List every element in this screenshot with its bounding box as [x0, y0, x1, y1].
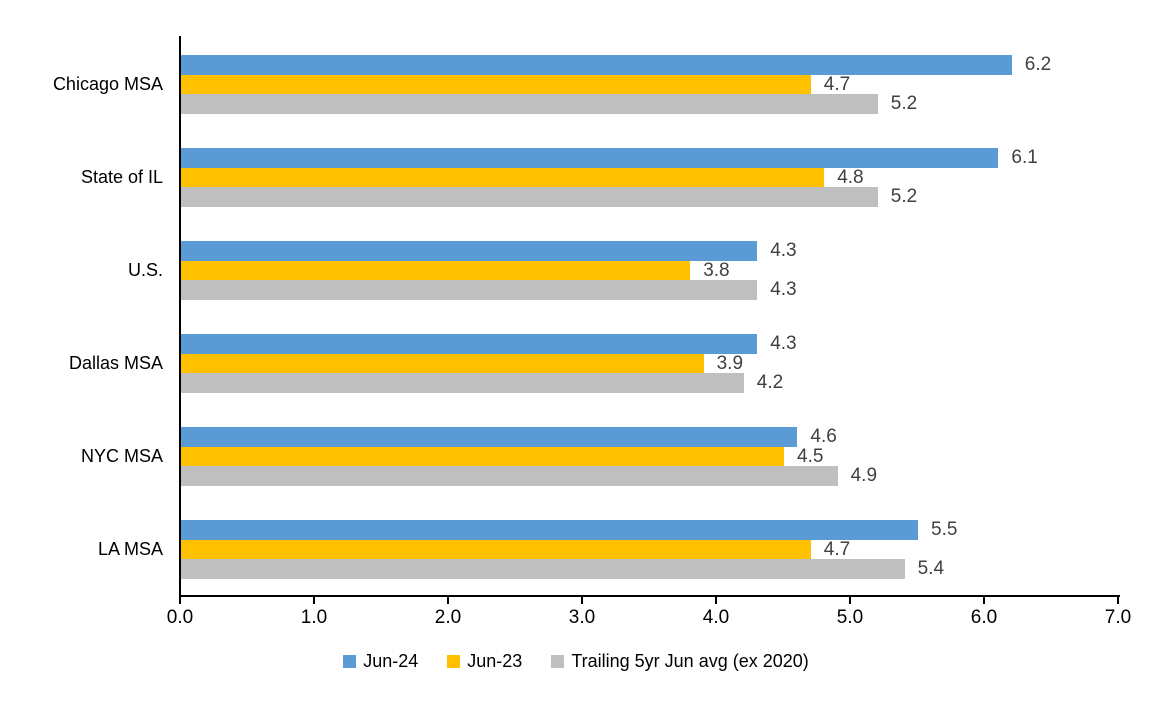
legend-swatch-jun-24: [343, 654, 357, 668]
legend-item-jun-23: Jun-23: [447, 651, 522, 672]
bar-value-label-trailing-5yr-jun-avg-ex-2020-dallas-msa: 4.2: [756, 372, 784, 393]
legend: Jun-24 Jun-23 Trailing 5yr Jun avg (ex 202…: [0, 648, 1152, 674]
legend-label-trailing-5yr-jun-avg-ex-2020: Trailing 5yr Jun avg (ex 2020): [571, 650, 809, 671]
bar-jun-24-dallas-msa: [181, 334, 758, 354]
x-axis-line: [179, 595, 1120, 597]
bar-value-label-jun-24-dallas-msa: 4.3: [770, 333, 797, 354]
x-axis-tick-4-0: [715, 597, 717, 604]
legend-item-trailing-5yr-jun-avg-ex-2020: Trailing 5yr Jun avg (ex 2020): [551, 650, 809, 672]
bar-value-label-jun-23-nyc-msa: 4.5: [797, 445, 824, 467]
x-axis-tick-3-0: [581, 597, 583, 604]
legend-label-jun-23: Jun-23: [467, 650, 523, 671]
bar-jun-23-state-of-il: [181, 167, 825, 187]
x-axis-tick-5-0: [849, 597, 851, 604]
bar-value-label-jun-23-state-of-il: 4.8: [837, 166, 864, 188]
bar-trailing-5yr-jun-avg-ex-2020-u-s: [181, 280, 758, 300]
bar-trailing-5yr-jun-avg-ex-2020-state-of-il: [181, 187, 878, 207]
bar-value-label-trailing-5yr-jun-avg-ex-2020-la-msa: 5.4: [917, 558, 945, 579]
category-label-u-s: U.S.: [127, 260, 163, 281]
y-axis-line: [179, 36, 181, 597]
bar-trailing-5yr-jun-avg-ex-2020-chicago-msa: [181, 94, 878, 114]
bar-value-label-jun-23-dallas-msa: 3.9: [716, 352, 744, 374]
category-label-state-of-il: State of IL: [80, 167, 163, 188]
category-label-nyc-msa: NYC MSA: [80, 446, 163, 467]
category-label-chicago-msa: Chicago MSA: [52, 74, 163, 95]
bar-jun-24-la-msa: [181, 520, 918, 540]
x-axis-tick-label-1-0: 1.0: [300, 607, 328, 628]
bar-value-label-jun-24-state-of-il: 6.1: [1011, 147, 1038, 168]
legend-swatch-jun-23: [447, 654, 461, 668]
bar-value-label-trailing-5yr-jun-avg-ex-2020-chicago-msa: 5.2: [890, 93, 918, 114]
x-axis-tick-1-0: [313, 597, 315, 604]
legend-swatch-trailing-5yr-jun-avg-ex-2020: [551, 654, 565, 668]
bar-jun-24-state-of-il: [181, 148, 999, 168]
bar-value-label-jun-24-nyc-msa: 4.6: [810, 426, 837, 447]
x-axis-tick-2-0: [447, 597, 449, 604]
bar-value-label-jun-23-chicago-msa: 4.7: [823, 73, 851, 95]
bar-jun-23-u-s: [181, 260, 691, 280]
x-axis-tick-0-0: [179, 597, 181, 604]
x-axis-tick-label-0-0: 0.0: [166, 607, 194, 628]
bar-value-label-jun-23-la-msa: 4.7: [823, 538, 851, 560]
bar-trailing-5yr-jun-avg-ex-2020-la-msa: [181, 559, 905, 579]
bar-trailing-5yr-jun-avg-ex-2020-dallas-msa: [181, 373, 744, 393]
x-axis-tick-label-3-0: 3.0: [568, 607, 596, 628]
legend-item-jun-24: Jun-24: [343, 651, 418, 672]
x-axis-tick-label-6-0: 6.0: [970, 607, 998, 628]
x-axis-tick-label-2-0: 2.0: [434, 607, 462, 628]
bar-value-label-jun-24-chicago-msa: 6.2: [1024, 54, 1052, 75]
x-axis-tick-6-0: [983, 597, 985, 604]
bar-value-label-trailing-5yr-jun-avg-ex-2020-u-s: 4.3: [770, 279, 797, 300]
bar-value-label-jun-24-u-s: 4.3: [770, 240, 797, 261]
bar-trailing-5yr-jun-avg-ex-2020-nyc-msa: [181, 466, 838, 486]
bar-jun-23-la-msa: [181, 539, 811, 559]
x-axis-tick-label-7-0: 7.0: [1104, 607, 1132, 628]
x-axis-tick-label-4-0: 4.0: [702, 607, 730, 628]
x-axis-tick-label-5-0: 5.0: [836, 607, 864, 628]
bar-jun-24-nyc-msa: [181, 427, 798, 447]
x-axis-tick-7-0: [1117, 597, 1119, 604]
bar-value-label-jun-23-u-s: 3.8: [703, 259, 730, 281]
bar-value-label-jun-24-la-msa: 5.5: [931, 519, 958, 540]
bar-jun-23-dallas-msa: [181, 353, 704, 373]
category-label-la-msa: LA MSA: [97, 539, 163, 560]
bar-value-label-trailing-5yr-jun-avg-ex-2020-state-of-il: 5.2: [890, 186, 918, 207]
bar-jun-24-u-s: [181, 241, 758, 261]
bar-jun-24-chicago-msa: [181, 55, 1012, 75]
legend-label-jun-24: Jun-24: [363, 650, 419, 671]
bar-jun-23-nyc-msa: [181, 446, 784, 466]
category-label-dallas-msa: Dallas MSA: [68, 353, 163, 374]
bar-value-label-trailing-5yr-jun-avg-ex-2020-nyc-msa: 4.9: [850, 465, 878, 486]
bar-jun-23-chicago-msa: [181, 74, 811, 94]
